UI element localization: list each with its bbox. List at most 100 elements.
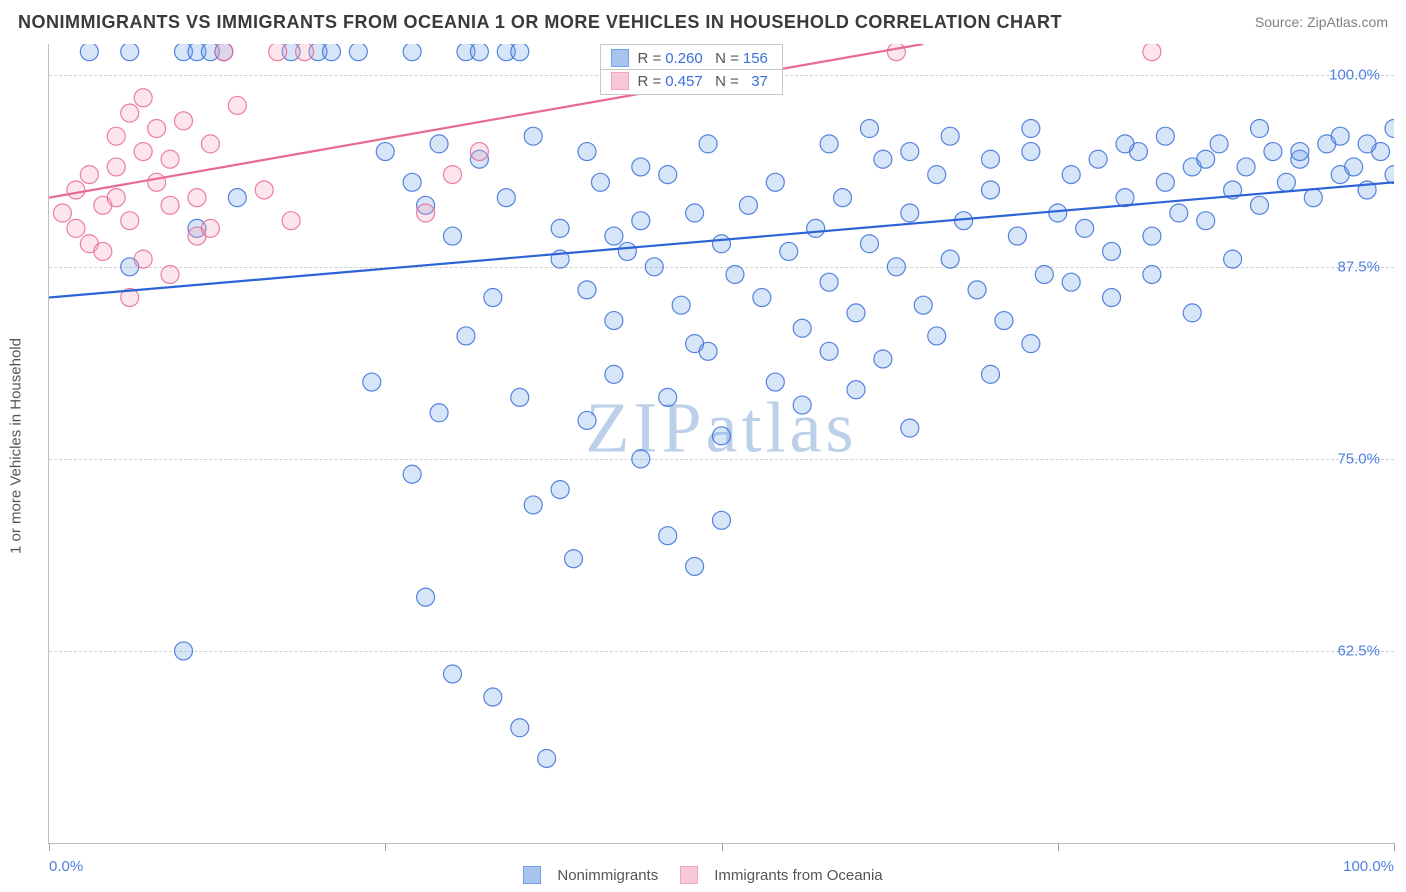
scatter-point [215, 44, 233, 61]
scatter-point [820, 342, 838, 360]
scatter-point [1291, 143, 1309, 161]
scatter-point [1197, 212, 1215, 230]
scatter-point [726, 265, 744, 283]
scatter-point [201, 219, 219, 237]
y-axis-label: 1 or more Vehicles in Household [8, 338, 25, 554]
scatter-point [107, 189, 125, 207]
scatter-point [269, 44, 287, 61]
scatter-point [1008, 227, 1026, 245]
chart-source: Source: ZipAtlas.com [1255, 14, 1388, 30]
scatter-point [793, 396, 811, 414]
scatter-point [901, 143, 919, 161]
trendline [49, 182, 1394, 297]
scatter-point [659, 527, 677, 545]
legend-swatch [523, 866, 541, 884]
scatter-point [403, 465, 421, 483]
scatter-point [524, 127, 542, 145]
scatter-point [1156, 173, 1174, 191]
legend-swatch [611, 49, 629, 67]
legend-swatch [680, 866, 698, 884]
scatter-point [403, 44, 421, 61]
scatter-point [470, 143, 488, 161]
scatter-point [121, 104, 139, 122]
scatter-point [753, 289, 771, 307]
scatter-point [780, 242, 798, 260]
scatter-point [1183, 304, 1201, 322]
scatter-point [860, 120, 878, 138]
scatter-point [148, 120, 166, 138]
scatter-point [430, 404, 448, 422]
scatter-point [417, 588, 435, 606]
legend-bottom: NonimmigrantsImmigrants from Oceania [0, 866, 1406, 884]
scatter-point [793, 319, 811, 337]
scatter-point [255, 181, 273, 199]
scatter-point [148, 173, 166, 191]
chart-header: NONIMMIGRANTS VS IMMIGRANTS FROM OCEANIA… [0, 0, 1406, 44]
scatter-point [134, 143, 152, 161]
scatter-point [982, 181, 1000, 199]
scatter-point [67, 219, 85, 237]
scatter-point [1116, 135, 1134, 153]
scatter-point [860, 235, 878, 253]
scatter-point [820, 135, 838, 153]
scatter-point [67, 181, 85, 199]
scatter-point [632, 212, 650, 230]
scatter-point [1197, 150, 1215, 168]
x-tick [49, 843, 50, 851]
scatter-point [121, 44, 139, 61]
x-tick [1058, 843, 1059, 851]
scatter-point [605, 365, 623, 383]
scatter-svg [49, 44, 1394, 843]
scatter-point [188, 189, 206, 207]
scatter-point [766, 373, 784, 391]
scatter-point [645, 258, 663, 276]
scatter-point [296, 44, 314, 61]
stat-n-value: 37 [739, 73, 772, 90]
scatter-point [847, 304, 865, 322]
scatter-point [551, 481, 569, 499]
scatter-point [766, 173, 784, 191]
scatter-point [80, 166, 98, 184]
scatter-point [107, 158, 125, 176]
scatter-point [847, 381, 865, 399]
scatter-point [1143, 265, 1161, 283]
scatter-point [430, 135, 448, 153]
scatter-point [1022, 335, 1040, 353]
legend-label: Immigrants from Oceania [714, 867, 882, 884]
scatter-point [282, 212, 300, 230]
legend-stats-row: R =0.457 N = 37 [601, 69, 781, 92]
chart-title: NONIMMIGRANTS VS IMMIGRANTS FROM OCEANIA… [18, 12, 1062, 33]
legend-stats-row: R =0.260 N =156 [601, 47, 781, 69]
x-tick [385, 843, 386, 851]
scatter-point [1345, 158, 1363, 176]
scatter-point [928, 327, 946, 345]
stat-n-label: N = [707, 73, 739, 90]
scatter-point [605, 312, 623, 330]
scatter-point [1264, 143, 1282, 161]
scatter-point [659, 166, 677, 184]
scatter-point [672, 296, 690, 314]
scatter-point [901, 419, 919, 437]
scatter-point [228, 96, 246, 114]
scatter-point [982, 365, 1000, 383]
scatter-point [551, 219, 569, 237]
scatter-point [1385, 120, 1394, 138]
scatter-point [1076, 219, 1094, 237]
scatter-point [484, 688, 502, 706]
scatter-point [887, 44, 905, 61]
plot-frame: ZIPatlas 62.5%75.0%87.5%100.0%0.0%100.0%… [48, 44, 1394, 844]
scatter-point [363, 373, 381, 391]
scatter-point [53, 204, 71, 222]
scatter-point [1304, 189, 1322, 207]
scatter-point [1237, 158, 1255, 176]
scatter-point [941, 250, 959, 268]
scatter-point [605, 227, 623, 245]
scatter-point [739, 196, 757, 214]
stat-r-label: R = [637, 73, 661, 90]
scatter-point [874, 350, 892, 368]
scatter-point [228, 189, 246, 207]
scatter-point [497, 189, 515, 207]
scatter-point [820, 273, 838, 291]
scatter-point [941, 127, 959, 145]
scatter-point [511, 44, 529, 61]
